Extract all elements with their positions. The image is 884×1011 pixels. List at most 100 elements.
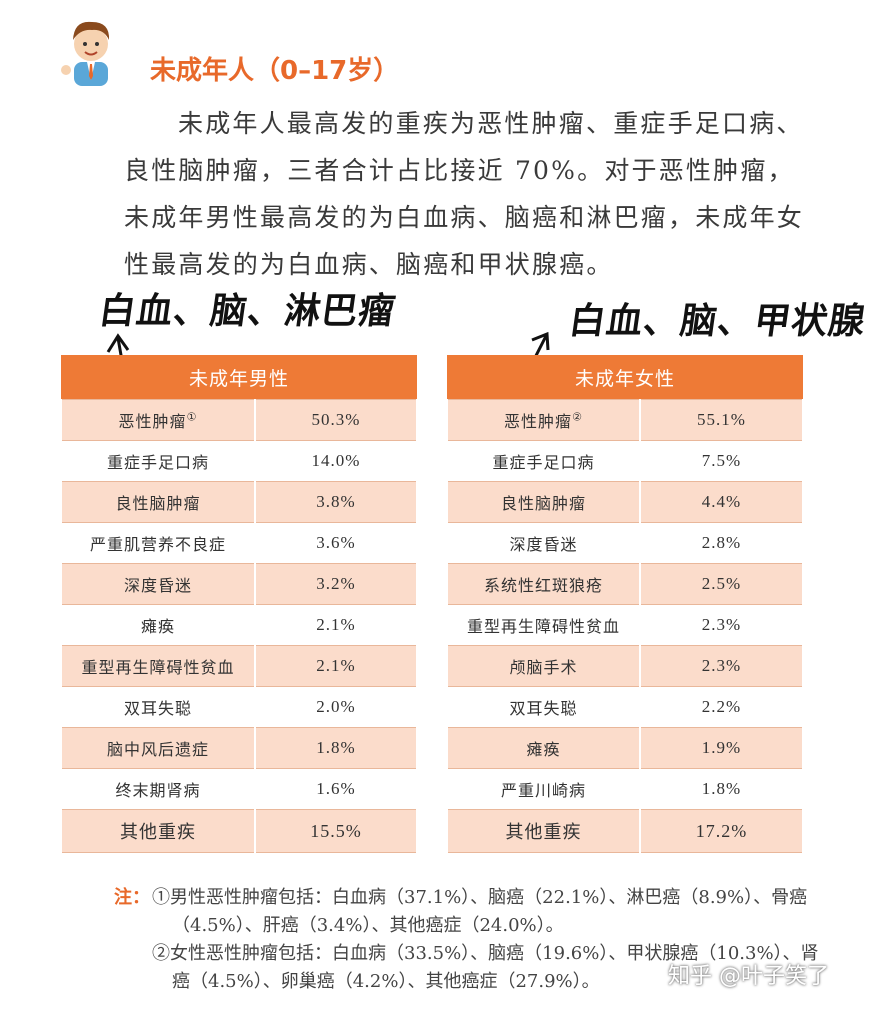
disease-name: 瘫痪 xyxy=(60,604,256,646)
disease-text: 良性脑肿瘤 xyxy=(500,494,586,513)
percentage: 2.2% xyxy=(639,686,804,728)
percentage: 14.0% xyxy=(254,440,418,482)
table-row: 重型再生障碍性贫血 2.3% xyxy=(446,604,804,646)
disease-text: 深度昏迷 xyxy=(509,535,578,554)
table-title: 未成年男性 xyxy=(61,355,417,400)
table-row: 其他重疾 17.2% xyxy=(446,809,804,853)
note: ①男性恶性肿瘤包括：白血病（37.1%）、脑癌（22.1%）、淋巴癌（8.9%）… xyxy=(152,887,808,936)
percentage: 2.3% xyxy=(639,645,804,687)
disease-name: 重型再生障碍性贫血 xyxy=(446,604,641,646)
table-row: 重症手足口病 14.0% xyxy=(60,440,418,482)
header-row: 未成年男性 xyxy=(61,355,417,400)
table-row: 颅脑手术 2.3% xyxy=(446,645,804,687)
disease-name: 严重肌营养不良症 xyxy=(60,522,256,564)
disease-text: 严重川崎病 xyxy=(500,781,586,800)
percentage: 50.3% xyxy=(254,399,418,441)
footnote-mark: ② xyxy=(572,410,583,424)
percentage: 1.9% xyxy=(639,727,804,769)
disease-text: 其他重疾 xyxy=(505,822,582,843)
percentage: 15.5% xyxy=(254,809,418,853)
table-row: 良性脑肿瘤 4.4% xyxy=(446,481,804,523)
percentage: 1.8% xyxy=(639,768,804,810)
disease-text: 瘫痪 xyxy=(526,740,561,759)
disease-text: 重型再生障碍性贫血 xyxy=(466,617,620,636)
disease-text: 脑中风后遗症 xyxy=(106,740,209,759)
disease-name: 系统性红斑狼疮 xyxy=(446,563,641,605)
table-row: 重型再生障碍性贫血 2.1% xyxy=(60,645,418,687)
mascot-icon xyxy=(61,21,110,86)
table-row: 重症手足口病 7.5% xyxy=(446,440,804,482)
disease-name: 恶性肿瘤② xyxy=(446,399,641,441)
disease-text: 重症手足口病 xyxy=(106,453,209,472)
percentage: 2.8% xyxy=(639,522,804,564)
percentage: 2.1% xyxy=(254,645,418,687)
disease-text: 重型再生障碍性贫血 xyxy=(81,658,235,677)
percentage: 55.1% xyxy=(639,399,804,441)
percentage: 3.2% xyxy=(254,563,418,605)
handwritten-note: 白血、脑、甲状腺 xyxy=(566,301,869,342)
disease-text: 恶性肿瘤 xyxy=(504,412,573,431)
disease-name: 良性脑肿瘤 xyxy=(60,481,256,523)
disease-name: 其他重疾 xyxy=(446,809,641,853)
table-row: 恶性肿瘤① 50.3% xyxy=(60,399,418,441)
data-table: 未成年女性 恶性肿瘤② 55.1% 重症手足口病 7.5% 良性脑肿瘤 4.4% 深度昏迷 2.… xyxy=(446,355,804,853)
disease-text: 双耳失聪 xyxy=(509,699,578,718)
handwritten-note: 白血、脑、淋巴瘤 xyxy=(96,291,399,332)
disease-name: 重症手足口病 xyxy=(60,440,256,482)
percentage: 4.4% xyxy=(639,481,804,523)
table-row: 深度昏迷 3.2% xyxy=(60,563,418,605)
percentage: 1.8% xyxy=(254,727,418,769)
table-row: 良性脑肿瘤 3.8% xyxy=(60,481,418,523)
percentage: 2.1% xyxy=(254,604,418,646)
disease-name: 双耳失聪 xyxy=(60,686,256,728)
disease-name: 脑中风后遗症 xyxy=(60,727,256,769)
disease-name: 重型再生障碍性贫血 xyxy=(60,645,256,687)
percentage: 7.5% xyxy=(639,440,804,482)
disease-text: 良性脑肿瘤 xyxy=(115,494,201,513)
table-row: 瘫痪 1.9% xyxy=(446,727,804,769)
disease-text: 颅脑手术 xyxy=(509,658,578,677)
table-row: 恶性肿瘤② 55.1% xyxy=(446,399,804,441)
table-row: 双耳失聪 2.0% xyxy=(60,686,418,728)
disease-name: 双耳失聪 xyxy=(446,686,641,728)
table-title: 未成年女性 xyxy=(447,355,803,400)
disease-text: 终末期肾病 xyxy=(115,781,201,800)
section-title: 未成年人（0–17岁） xyxy=(150,56,400,86)
disease-name: 终末期肾病 xyxy=(60,768,256,810)
data-table: 未成年男性 恶性肿瘤① 50.3% 重症手足口病 14.0% 良性脑肿瘤 3.8% 严重肌营养… xyxy=(60,355,418,853)
disease-name: 恶性肿瘤① xyxy=(60,399,256,441)
disease-name: 深度昏迷 xyxy=(446,522,641,564)
footnote-mark: ① xyxy=(186,410,198,424)
disease-name: 重症手足口病 xyxy=(446,440,641,482)
table-row: 深度昏迷 2.8% xyxy=(446,522,804,564)
disease-text: 严重肌营养不良症 xyxy=(89,535,226,554)
disease-text: 瘫痪 xyxy=(140,617,175,636)
disease-text: 其他重疾 xyxy=(120,822,196,843)
table-row: 脑中风后遗症 1.8% xyxy=(60,727,418,769)
disease-text: 双耳失聪 xyxy=(123,699,192,718)
table-row: 终末期肾病 1.6% xyxy=(60,768,418,810)
percentage: 2.3% xyxy=(639,604,804,646)
disease-name: 良性脑肿瘤 xyxy=(446,481,641,523)
percentage: 17.2% xyxy=(639,809,804,853)
table-row: 严重川崎病 1.8% xyxy=(446,768,804,810)
disease-name: 深度昏迷 xyxy=(60,563,256,605)
percentage: 2.0% xyxy=(254,686,418,728)
disease-name: 颅脑手术 xyxy=(446,645,641,687)
disease-text: 系统性红斑狼疮 xyxy=(483,576,603,595)
disease-text: 深度昏迷 xyxy=(123,576,192,595)
table-row: 双耳失聪 2.2% xyxy=(446,686,804,728)
note: ②女性恶性肿瘤包括：白血病（33.5%）、脑癌（19.6%）、甲状腺癌（10.3… xyxy=(152,943,819,992)
percentage: 3.8% xyxy=(254,481,418,523)
percentage: 3.6% xyxy=(254,522,418,564)
table-row: 其他重疾 15.5% xyxy=(60,809,418,853)
header-row: 未成年女性 xyxy=(447,355,803,400)
percentage: 1.6% xyxy=(254,768,418,810)
disease-name: 瘫痪 xyxy=(446,727,641,769)
percentage: 2.5% xyxy=(639,563,804,605)
disease-text: 重症手足口病 xyxy=(492,453,595,472)
disease-name: 严重川崎病 xyxy=(446,768,641,810)
table-row: 严重肌营养不良症 3.6% xyxy=(60,522,418,564)
watermark: 知乎 @叶子笑了 xyxy=(668,964,829,989)
